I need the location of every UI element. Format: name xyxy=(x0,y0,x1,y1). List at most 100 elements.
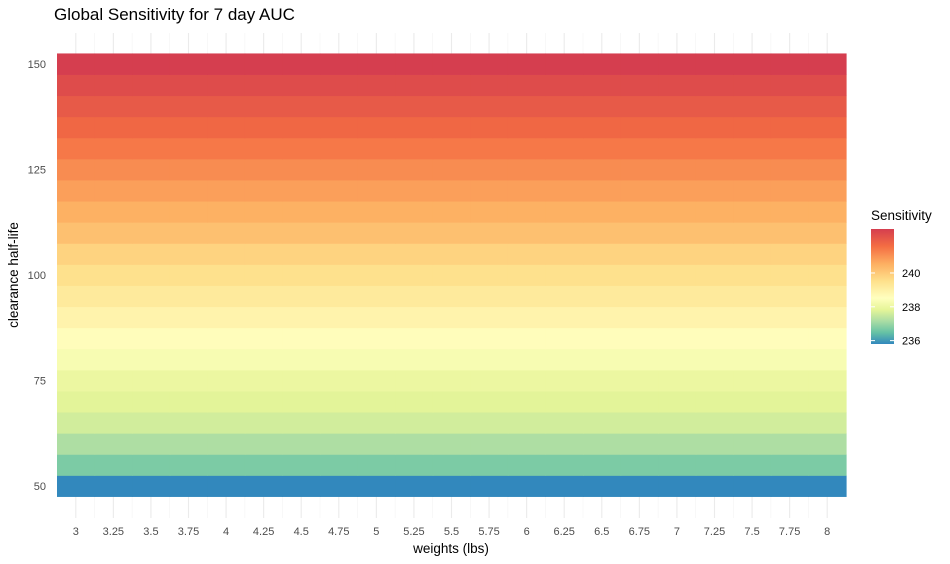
heatmap-cell xyxy=(470,180,509,202)
heatmap-cell xyxy=(583,454,622,476)
heatmap-cell xyxy=(282,306,321,329)
heatmap-cell xyxy=(507,475,547,497)
heatmap-cell xyxy=(658,348,697,371)
heatmap-cell xyxy=(94,412,133,434)
heatmap-cell xyxy=(357,201,396,223)
heatmap-cell xyxy=(470,53,509,75)
heatmap-cell xyxy=(132,412,171,434)
x-tick-label: 6 xyxy=(524,526,530,538)
heatmap-cell xyxy=(395,95,434,118)
heatmap-cell xyxy=(770,201,810,223)
heatmap-cell xyxy=(507,158,547,181)
heatmap-cell xyxy=(169,158,208,181)
heatmap-cell xyxy=(207,327,246,350)
heatmap-cell xyxy=(395,327,434,350)
heatmap-cell xyxy=(169,180,208,202)
heatmap-cell xyxy=(695,369,734,392)
heatmap-cell xyxy=(282,369,321,392)
heatmap-cell xyxy=(94,327,133,350)
x-tick-label: 7.5 xyxy=(744,526,759,538)
heatmap-cell xyxy=(470,369,509,392)
heatmap-cell xyxy=(733,412,772,434)
heatmap-cell xyxy=(395,391,434,413)
heatmap-cell xyxy=(94,475,133,497)
heatmap-cell xyxy=(244,454,284,476)
legend-tick-label: 238 xyxy=(902,302,920,314)
heatmap-cell xyxy=(620,180,659,202)
heatmap-cell xyxy=(57,475,96,497)
heatmap-cell xyxy=(244,433,284,455)
heatmap-cell xyxy=(620,264,659,286)
heatmap-cell xyxy=(545,74,584,97)
heatmap-cell xyxy=(169,74,208,97)
heatmap-cell xyxy=(733,116,772,139)
heatmap-cell xyxy=(94,95,133,118)
heatmap-cell xyxy=(320,369,359,392)
heatmap-cell xyxy=(470,74,509,97)
heatmap-cell xyxy=(320,412,359,434)
heatmap-cell xyxy=(545,412,584,434)
heatmap-cell xyxy=(470,348,509,371)
heatmap-cell xyxy=(507,264,547,286)
x-axis-title: weights (lbs) xyxy=(412,541,489,556)
heatmap-cell xyxy=(169,243,208,265)
heatmap-cell xyxy=(770,454,810,476)
heatmap-cell xyxy=(132,95,171,118)
heatmap-cell xyxy=(733,53,772,75)
heatmap-cell xyxy=(282,116,321,139)
heatmap-cell xyxy=(244,306,284,329)
heatmap-cell xyxy=(169,433,208,455)
heatmap-cell xyxy=(57,369,96,392)
x-tick-label: 5.5 xyxy=(444,526,459,538)
heatmap-cell xyxy=(808,74,847,97)
heatmap-cell xyxy=(432,201,471,223)
heatmap-cell xyxy=(583,285,622,308)
heatmap-cell xyxy=(57,201,96,223)
heatmap-cell xyxy=(395,369,434,392)
heatmap-cell xyxy=(57,285,96,308)
heatmap-cell xyxy=(658,391,697,413)
heatmap-cell xyxy=(545,243,584,265)
heatmap-cell xyxy=(470,116,509,139)
heatmap-cell xyxy=(94,369,133,392)
heatmap-cell xyxy=(357,327,396,350)
heatmap-cell xyxy=(507,116,547,139)
heatmap-cell xyxy=(695,391,734,413)
heatmap-cell xyxy=(808,243,847,265)
heatmap-cell xyxy=(658,243,697,265)
heatmap-cell xyxy=(432,475,471,497)
heatmap-cell xyxy=(57,158,96,181)
x-tick-label: 8 xyxy=(824,526,830,538)
y-tick-labels: 50 75 100 125 150 xyxy=(28,59,46,493)
heatmap-cell xyxy=(282,348,321,371)
heatmap-cell xyxy=(695,285,734,308)
heatmap-cell xyxy=(169,222,208,244)
heatmap-cell xyxy=(320,158,359,181)
heatmap-cell xyxy=(470,158,509,181)
heatmap-cell xyxy=(583,158,622,181)
heatmap-cell xyxy=(357,74,396,97)
heatmap-cell xyxy=(620,433,659,455)
x-tick-labels: 3 3.25 3.5 3.75 4 4.25 4.5 4.75 5 5.25 5.5 5.75 6 6.2… xyxy=(73,526,831,538)
heatmap-cell xyxy=(507,412,547,434)
heatmap-cell xyxy=(207,53,246,75)
heatmap-cell xyxy=(320,53,359,75)
heatmap-cell xyxy=(583,348,622,371)
heatmap-cell xyxy=(282,412,321,434)
heatmap-cell xyxy=(132,116,171,139)
heatmap-cells xyxy=(57,53,847,497)
heatmap-cell xyxy=(132,137,171,160)
heatmap-cell xyxy=(57,454,96,476)
heatmap-cell xyxy=(770,412,810,434)
heatmap-cell xyxy=(357,433,396,455)
heatmap-cell xyxy=(320,454,359,476)
heatmap-cell xyxy=(808,53,847,75)
heatmap-cell xyxy=(432,454,471,476)
heatmap-cell xyxy=(169,201,208,223)
heatmap-cell xyxy=(169,412,208,434)
heatmap-cell xyxy=(770,53,810,75)
heatmap-cell xyxy=(770,391,810,413)
heatmap-cell xyxy=(432,116,471,139)
heatmap-cell xyxy=(770,74,810,97)
heatmap-cell xyxy=(320,264,359,286)
